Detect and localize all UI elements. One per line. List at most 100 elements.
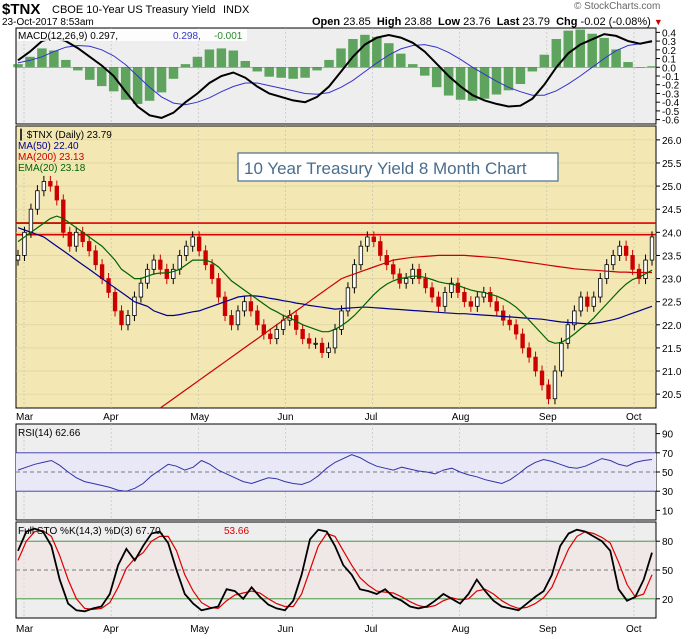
price-candle [384,255,389,266]
price-candle [196,236,202,252]
price-candle [513,324,519,335]
price-candle [229,315,234,326]
macd-histogram-bar [575,29,585,68]
price-tick-label: 23.5 [662,251,682,262]
price-candle [190,236,195,247]
ma50-line [17,227,653,325]
macd-histogram-bar [503,67,514,91]
chg-label: Chg [556,16,578,28]
macd-histogram-bar [13,64,23,68]
high-value: 23.88 [404,16,432,28]
macd-histogram-bar [240,60,251,68]
rsi-tick-label: 50 [662,468,674,479]
price-candle [171,268,176,279]
price-candle [378,241,383,256]
macd-histogram-bar [515,67,526,85]
price-candle [546,384,551,400]
macd-histogram-bar [144,67,155,101]
price-candle [345,287,351,312]
price-legend-entry: MA(200) 23.13 [18,152,85,163]
price-legend-entry: EMA(20) 23.18 [18,163,86,174]
price-candle [552,370,558,400]
macd-tick-label: -0.2 [662,81,680,92]
macd-histogram-bar [563,30,574,68]
price-candle [643,259,648,279]
down-arrow-icon: ▼ [653,17,663,27]
price-candle [235,310,241,326]
price-candle [468,301,474,307]
price-candle [99,264,105,279]
sto-tick-label: 80 [662,537,674,548]
price-candle [326,347,331,353]
macd-histogram-bar [49,50,59,68]
macd-histogram-bar [132,67,143,104]
sto-month-label: Aug [452,624,470,635]
macd-histogram-bar [252,67,262,72]
macd-tick-label: -0.3 [662,89,680,100]
macd-histogram-bar [264,67,274,77]
price-month-label: Oct [626,412,642,423]
price-candle [630,255,635,270]
macd-histogram-bar [85,67,95,80]
price-candle [242,301,247,312]
sto-tick-label: 50 [662,566,674,577]
macd-histogram-bar [396,53,406,68]
price-candle [462,292,467,303]
macd-histogram-bar [551,38,562,68]
price-candle [138,282,144,298]
sto-month-label: May [190,624,209,635]
macd-legend-main: MACD(12,26,9) 0.297, [18,31,118,42]
macd-histogram-bar [61,59,71,68]
macd-histogram-bar [156,67,167,93]
macd-tick-label: -0.1 [662,72,680,83]
price-candle [423,278,428,289]
macd-histogram-bar [324,59,334,68]
price-candle [22,231,27,256]
rsi-band-fill [16,452,656,492]
price-candle [611,255,616,266]
macd-histogram-bar [276,67,286,78]
sto-month-label: Jun [277,624,293,635]
sto-month-label: Sep [539,624,557,635]
macd-histogram-bar [647,66,657,68]
price-candle [371,236,376,242]
macd-histogram-bar [455,67,466,100]
rsi-legend: RSI(14) 62.66 [18,428,81,439]
price-tick-label: 25.5 [662,159,682,170]
macd-histogram-bar [228,50,239,68]
price-candle [339,310,344,330]
price-candle [636,268,642,279]
price-candle [106,278,111,293]
macd-histogram-bar [180,64,191,68]
price-tick-label: 24.5 [662,205,682,216]
sto-d-line [17,529,653,611]
macd-histogram-bar [108,67,119,92]
price-candle [572,310,577,326]
macd-tick-label: 0.1 [662,55,676,66]
macd-histogram-bar [479,67,490,99]
price-candle [475,296,480,307]
price-candle [501,310,506,321]
macd-histogram-bar [360,34,370,68]
price-candle [164,268,169,279]
low-value: 23.76 [463,16,491,28]
macd-line [17,33,653,119]
price-candle [649,236,655,261]
price-candle [151,259,157,270]
macd-histogram-bar [348,38,358,68]
macd-histogram-bar [587,33,597,68]
price-candle [158,259,163,270]
price-candle [35,190,40,210]
ma200-line [159,254,652,409]
price-legend-entry: MA(50) 22.40 [18,141,79,152]
price-candle [598,278,603,298]
price-candle [494,301,499,312]
price-month-label: Jun [277,412,293,423]
macd-histogram-bar [443,67,454,96]
price-candle [125,315,131,326]
price-candle [429,287,435,298]
macd-tick-label: 0.3 [662,37,676,48]
rsi-tick-label: 30 [662,487,674,498]
macd-histogram-bar [539,54,550,68]
